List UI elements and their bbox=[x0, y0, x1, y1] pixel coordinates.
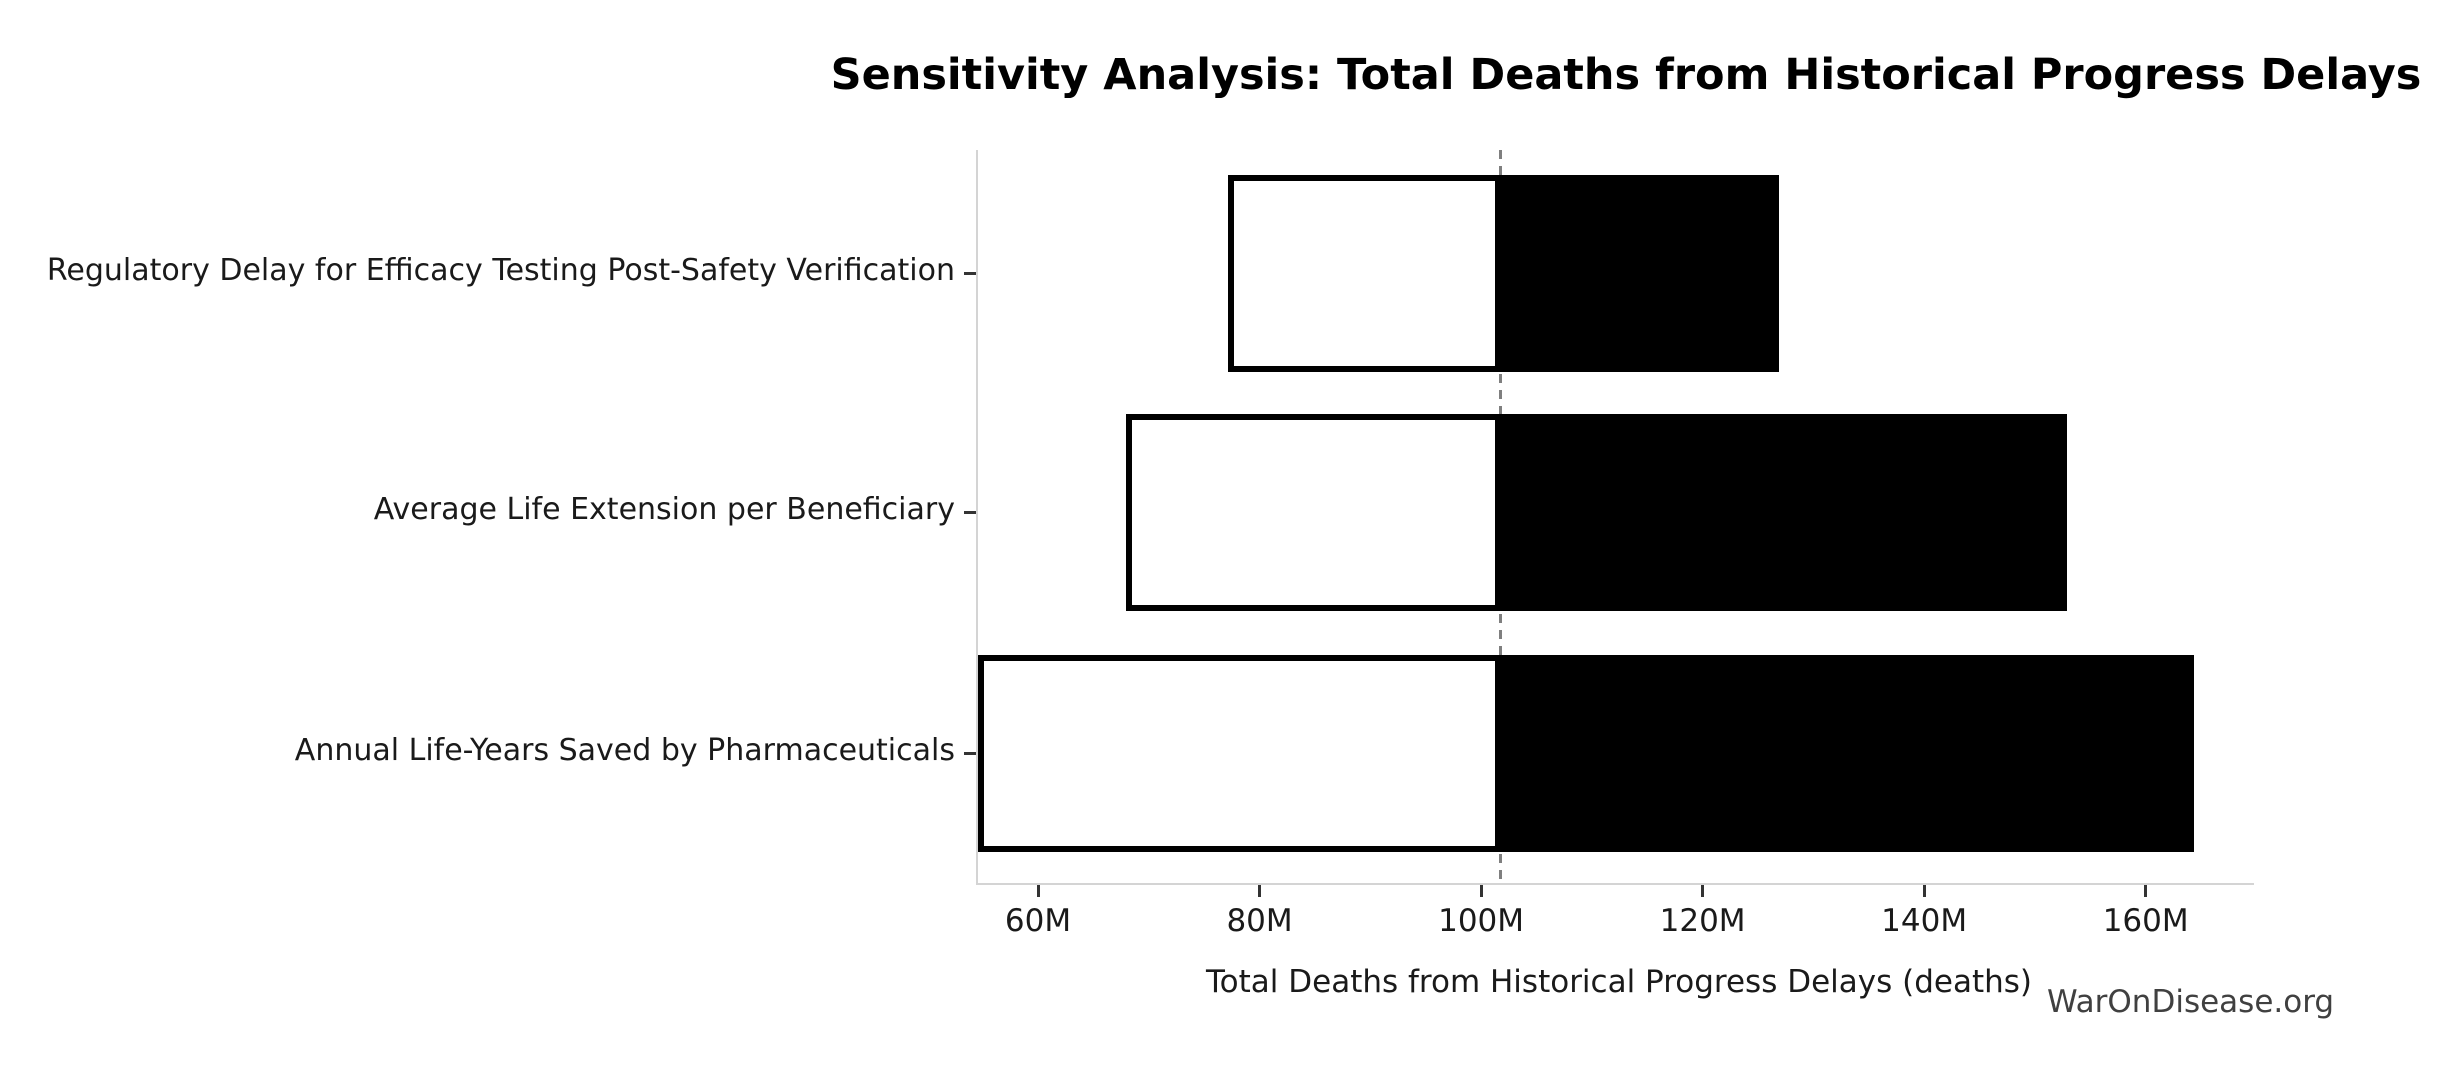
y-axis-tick bbox=[964, 511, 976, 514]
tornado-bar-low bbox=[1126, 414, 1501, 611]
x-axis-tick-label: 60M bbox=[1004, 903, 1072, 939]
x-axis-tick bbox=[1479, 885, 1483, 897]
tornado-bar-low bbox=[978, 655, 1501, 852]
tornado-bar-low bbox=[1228, 175, 1501, 372]
x-axis-tick-label: 140M bbox=[1881, 903, 1968, 939]
y-axis-category-label: Annual Life-Years Saved by Pharmaceutica… bbox=[294, 732, 955, 768]
x-axis-tick-label: 120M bbox=[1659, 903, 1746, 939]
x-axis-tick-label: 100M bbox=[1438, 903, 1525, 939]
x-axis-label: Total Deaths from Historical Progress De… bbox=[1206, 964, 2032, 1000]
x-axis-tick bbox=[1036, 885, 1040, 897]
y-axis-category-label: Average Life Extension per Beneficiary bbox=[373, 491, 955, 527]
tornado-bar-high bbox=[1500, 655, 2195, 852]
tornado-bar-high bbox=[1500, 414, 2067, 611]
x-axis-tick-label: 80M bbox=[1226, 903, 1293, 939]
y-axis-tick bbox=[964, 752, 976, 755]
x-axis-tick bbox=[1258, 885, 1262, 897]
x-axis-tick bbox=[1922, 885, 1926, 897]
plot-area bbox=[976, 150, 2254, 885]
watermark-text: WarOnDisease.org bbox=[2047, 984, 2335, 1020]
y-axis-category-label: Regulatory Delay for Efficacy Testing Po… bbox=[46, 252, 955, 288]
y-axis-tick bbox=[964, 272, 976, 275]
tornado-bar-high bbox=[1500, 175, 1779, 372]
chart-title: Sensitivity Analysis: Total Deaths from … bbox=[830, 50, 2422, 100]
x-axis-tick bbox=[2144, 885, 2148, 897]
x-axis-tick bbox=[1701, 885, 1705, 897]
x-axis-tick-label: 160M bbox=[2102, 903, 2189, 939]
